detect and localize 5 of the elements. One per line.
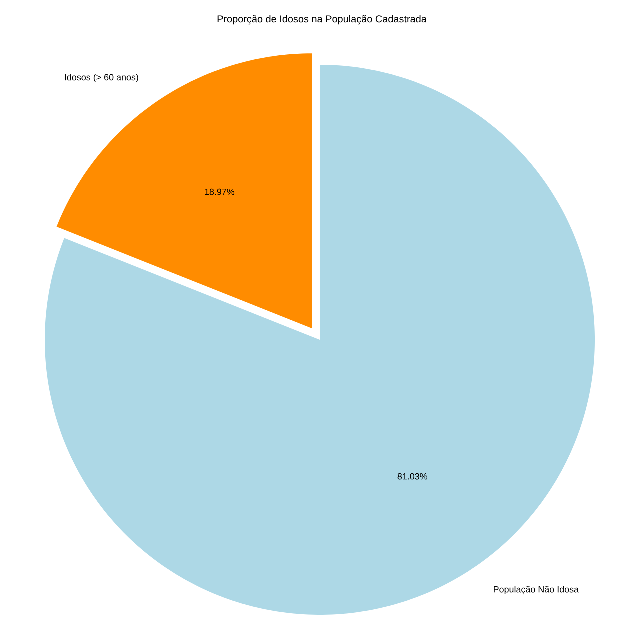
chart-title: Proporção de Idosos na População Cadastrada <box>218 15 427 25</box>
slice-label: Idosos (> 60 anos) <box>65 74 138 82</box>
data-label: 18.97% <box>205 188 235 196</box>
slice-label: População Não Idosa <box>494 586 580 595</box>
data-label: 81.03% <box>398 473 428 480</box>
